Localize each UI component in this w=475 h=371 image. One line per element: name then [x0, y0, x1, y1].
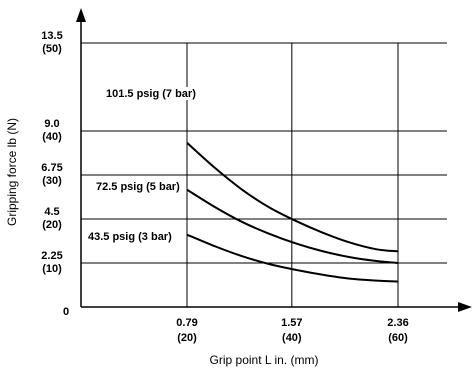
series-label: 43.5 psig (3 bar): [88, 231, 172, 243]
y-tick-label-secondary: (20): [42, 219, 62, 231]
y-tick-label-secondary: (40): [42, 131, 62, 143]
y-axis-title: Gripping force lb (N): [5, 118, 19, 226]
series-label-bg: [104, 87, 198, 100]
y-tick-label-secondary: (50): [42, 43, 62, 55]
x-axis-arrow: [458, 302, 472, 312]
x-tick-label: 0.79: [176, 317, 197, 329]
series-label-bg: [86, 230, 174, 243]
series-line: [186, 188, 399, 264]
series-label-bg: [94, 180, 182, 193]
x-tick-label: 1.57: [281, 317, 302, 329]
y-tick-label-secondary: (10): [42, 263, 62, 275]
y-tick-label: 0: [63, 306, 69, 318]
axes: [76, 8, 472, 312]
y-tick-label: 4.5: [44, 206, 59, 218]
x-tick-label-secondary: (20): [177, 332, 197, 344]
series-label: 72.5 psig (5 bar): [96, 181, 180, 193]
y-tick-label: 2.25: [41, 250, 62, 262]
x-tick-label: 2.36: [387, 317, 408, 329]
y-tick-label: 13.5: [41, 30, 62, 42]
grid: [81, 42, 447, 307]
x-tick-label-secondary: (60): [388, 332, 408, 344]
series-label: 101.5 psig (7 bar): [106, 88, 196, 100]
x-tick-label-secondary: (40): [282, 332, 302, 344]
tick-labels: 02.25(10)4.5(20)6.75(30)9.0(40)13.5(50)0…: [41, 30, 408, 344]
y-axis-arrow: [76, 8, 86, 22]
series-line: [186, 233, 399, 283]
series-line: [186, 141, 399, 253]
y-tick-label: 9.0: [44, 118, 59, 130]
y-tick-label-secondary: (30): [42, 175, 62, 187]
x-axis-title: Grip point L in. (mm): [210, 353, 319, 367]
series-labels: 101.5 psig (7 bar) 72.5 psig (5 bar) 43.5 …: [86, 87, 198, 243]
y-tick-label: 6.75: [41, 162, 62, 174]
series-lines: [186, 141, 399, 283]
